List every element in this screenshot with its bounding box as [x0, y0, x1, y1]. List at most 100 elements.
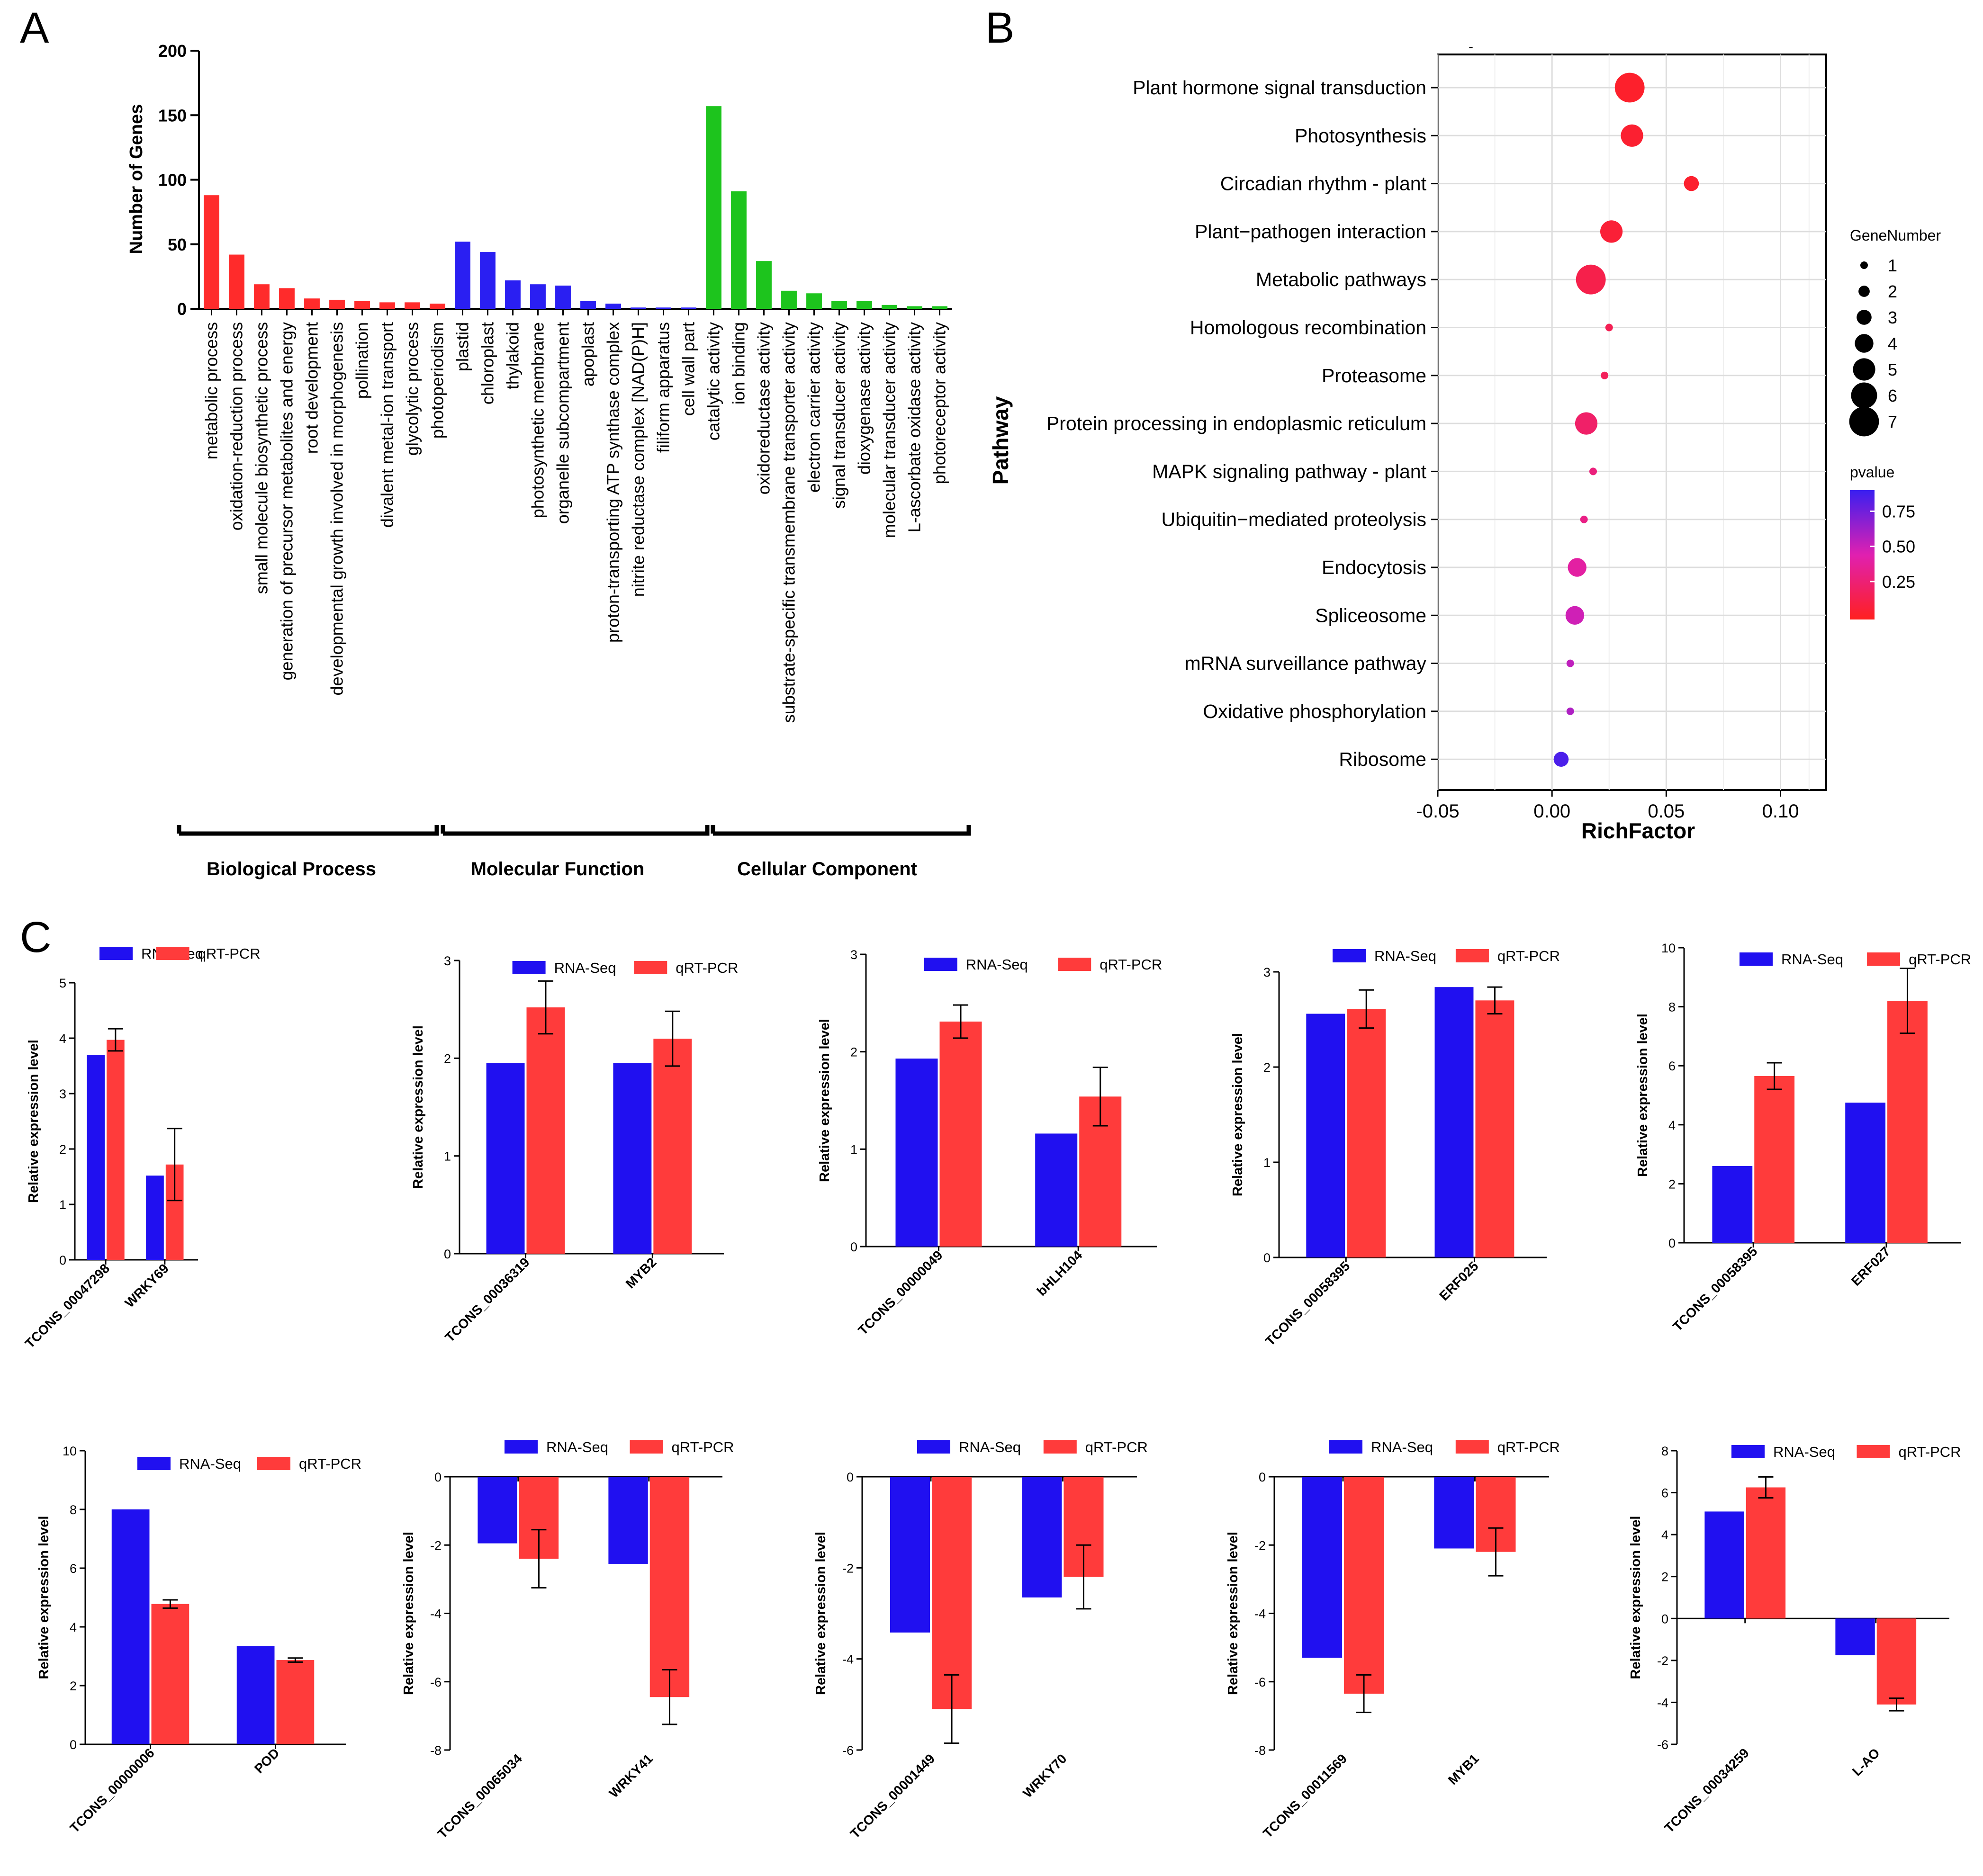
panel-a-bar: [430, 304, 445, 309]
subplot-y-axis-title: Relative expression level: [817, 1019, 832, 1182]
subplot-y-tick-label: 0: [59, 1253, 66, 1267]
subplot-category-label: TCONS_00065034: [435, 1751, 525, 1841]
legend-label-rna-seq: RNA-Seq: [1374, 948, 1436, 964]
subplot-category-label: TCONS_00034259: [1662, 1745, 1752, 1835]
panel-a-bar: [204, 195, 219, 309]
panel-a-category-label: catalytic activity: [704, 322, 723, 440]
panel-b-marks: -0.05 0.00 0.05 0.10 Plant hormone signal tr…: [1046, 54, 1915, 822]
subplot-y-tick-label: 4: [1668, 1118, 1676, 1132]
subplot-y-tick-label: 2: [1661, 1570, 1668, 1584]
gene-number-legend-dot: [1858, 286, 1870, 297]
qpcr-subplot: -8 -6 -4 -2 0 Relative expression level TCONS_…: [401, 1439, 734, 1841]
subplot-y-tick-label: 2: [1668, 1177, 1676, 1191]
panel-b-pathway-label: Ribosome: [1339, 748, 1426, 770]
legend-label-qrt-pcr: qRT-PCR: [1899, 1444, 1961, 1460]
gene-number-legend-dot: [1849, 406, 1879, 437]
subplot-category-label: TCONS_00001449: [847, 1751, 937, 1841]
subplot-y-tick-label: 0: [444, 1247, 451, 1261]
subplot-category-label: ERF027: [1848, 1244, 1893, 1289]
panel-b-x-tick-label: 0.10: [1762, 801, 1799, 822]
panel-a-y-tick-label: 50: [168, 235, 187, 254]
qpcr-subplot: -6 -4 -2 0 Relative expression level TCONS_00…: [813, 1439, 1148, 1841]
legend-swatch-qrt-pcr: [1455, 949, 1489, 962]
panel-b-pathway-label: Ubiquitin−mediated proteolysis: [1161, 509, 1426, 530]
qrt-pcr-bar: [526, 1007, 565, 1254]
qpcr-subplot: -6 -4 -2 0 2 4 6 8 Relative expression level TCON…: [1628, 1444, 1961, 1836]
panel-b-pathway-label: Oxidative phosphorylation: [1203, 700, 1426, 722]
panel-a-bar: [304, 298, 320, 309]
group-label-biological-process: Biological Process: [207, 859, 376, 880]
panel-c-qpcr-validation: 0 1 2 3 4 5 Relative expression level TCONS_000…: [22, 941, 1971, 1841]
qpcr-subplot: 0 1 2 3 4 5 Relative expression level TCONS_000…: [22, 945, 261, 1351]
qpcr-subplot: -8 -6 -4 -2 0 Relative expression level TCONS_…: [1226, 1439, 1560, 1841]
subplot-category-label: TCONS_00000006: [67, 1745, 157, 1835]
subplot-y-tick-label: 0: [847, 1470, 854, 1484]
gene-number-legend-label: 4: [1888, 334, 1897, 353]
panel-b-bubble: [1605, 323, 1613, 332]
panel-a-category-label: electron carrier activity: [804, 322, 824, 493]
panel-b-bubble: [1566, 707, 1574, 715]
qpcr-subplot: 0 2 4 6 8 10 Relative expression level TCONS_00…: [1635, 941, 1971, 1334]
panel-b-bubble: [1614, 72, 1645, 103]
qrt-pcr-bar: [653, 1039, 692, 1254]
panel-a-category-label: photoreceptor activity: [930, 322, 949, 484]
panel-a-category-label: glycolytic process: [403, 322, 422, 456]
panel-b-bubble: [1621, 124, 1643, 147]
panel-b-pathway-label: MAPK signaling pathway - plant: [1152, 460, 1426, 482]
panel-a-category-label: L-ascorbate oxidase activity: [905, 322, 924, 532]
subplot-category-label: POD: [252, 1745, 282, 1776]
gene-number-legend-label: 3: [1888, 308, 1897, 327]
rna-seq-bar: [1835, 1618, 1875, 1655]
qrt-pcr-bar: [649, 1477, 690, 1697]
subplot-category-label: bHLH104: [1034, 1248, 1085, 1299]
panel-a-bar: [631, 307, 646, 309]
panel-a-category-label: apoplast: [578, 322, 598, 386]
panel-a-bar: [329, 299, 345, 309]
qpcr-subplot: 0 2 4 6 8 10 Relative expression level TCONS_00…: [36, 1444, 361, 1836]
subplot-y-tick-label: 1: [59, 1198, 66, 1212]
rna-seq-bar: [1302, 1477, 1342, 1658]
panel-a-category-label: small molecule biosynthetic process: [252, 322, 271, 594]
subplot-y-tick-label: 1: [444, 1149, 451, 1164]
gene-number-legend-label: 5: [1888, 360, 1897, 379]
panel-b-pathway-label: Endocytosis: [1322, 557, 1426, 578]
subplot-y-tick-label: -2: [1254, 1538, 1266, 1553]
panel-a-bar: [480, 252, 496, 309]
panel-b-bubble: [1576, 264, 1606, 295]
panel-a-category-label: filiform apparatus: [654, 322, 673, 453]
panel-a-bar: [882, 305, 897, 309]
legend-label-qrt-pcr: qRT-PCR: [676, 960, 738, 976]
legend-swatch-rna-seq: [1740, 952, 1773, 966]
legend-swatch-rna-seq: [512, 961, 546, 974]
subplot-y-axis-title: Relative expression level: [26, 1040, 41, 1203]
subplot-y-axis-title: Relative expression level: [36, 1516, 52, 1679]
rna-seq-bar: [1704, 1511, 1744, 1619]
panel-a-category-label: photoperiodism: [428, 322, 447, 439]
subplot-y-tick-label: -2: [842, 1561, 854, 1575]
subplot-y-tick-label: -2: [1657, 1654, 1668, 1668]
panel-b-bubble: [1565, 606, 1585, 625]
rna-seq-bar: [1434, 1477, 1474, 1549]
rna-seq-bar: [613, 1063, 652, 1254]
legend-label-qrt-pcr: qRT-PCR: [198, 945, 261, 962]
panel-a-category-label: proton-transporting ATP synthase complex: [604, 322, 623, 643]
panel-a-category-label: plastid: [453, 322, 472, 371]
rna-seq-bar: [1022, 1477, 1062, 1598]
panel-a-bar: [907, 306, 922, 309]
rna-seq-bar: [87, 1055, 105, 1260]
qrt-pcr-bar: [276, 1660, 315, 1744]
legend-swatch-rna-seq: [1333, 949, 1366, 962]
subplot-y-tick-label: -6: [1254, 1675, 1266, 1689]
gene-number-legend-label: 2: [1888, 282, 1897, 301]
panel-b-x-axis-title: RichFactor: [1581, 818, 1695, 843]
panel-a-category-label: generation of precursor metabolites and …: [277, 322, 297, 680]
panel-a-bar: [555, 285, 571, 309]
qrt-pcr-bar: [1887, 1001, 1928, 1243]
panel-a-category-label: organelle subcompartment: [553, 322, 573, 524]
panel-a-category-label: developmental growth involved in morphog…: [327, 322, 347, 695]
panel-a-bar: [856, 301, 872, 309]
qrt-pcr-bar: [1344, 1477, 1384, 1694]
subplot-category-label: TCONS_00047298: [22, 1261, 112, 1351]
rna-seq-bar: [478, 1477, 517, 1544]
panel-b-bubble: [1600, 220, 1623, 243]
